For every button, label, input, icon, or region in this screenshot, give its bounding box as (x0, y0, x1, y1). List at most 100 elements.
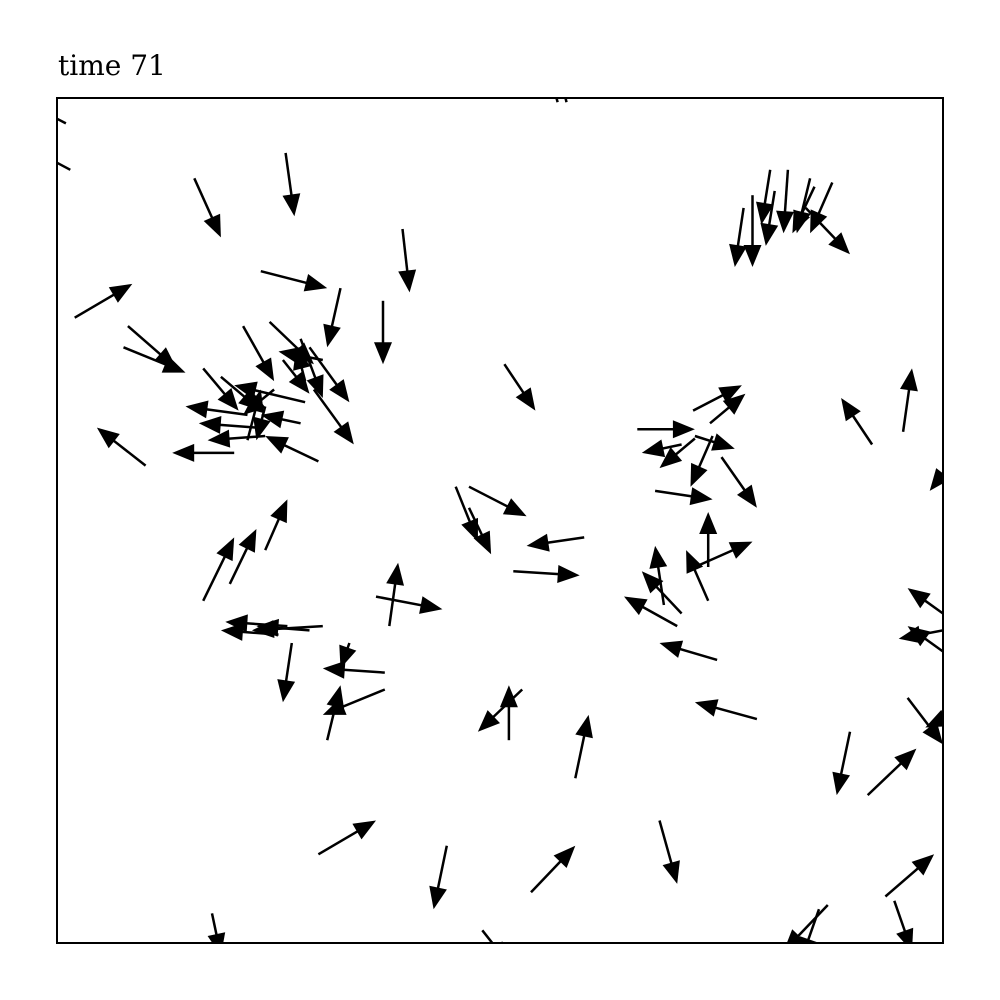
arrow-head (265, 436, 289, 454)
arrow-head (553, 845, 576, 868)
arrow-86 (907, 588, 943, 615)
arrows-layer (17, 98, 943, 943)
arrow-65 (468, 485, 527, 517)
arrow-head (672, 420, 695, 439)
arrow-head (662, 860, 680, 884)
arrow-38 (756, 169, 774, 225)
arrow-72 (375, 595, 443, 614)
arrow-shaft (202, 548, 230, 602)
arrow-94 (317, 820, 376, 856)
arrow-head (624, 596, 648, 616)
arrow-76 (220, 623, 279, 641)
arrow-head (477, 710, 500, 732)
arrow-head (386, 562, 404, 586)
arrow-head (246, 389, 264, 414)
arrow-head (217, 388, 239, 411)
arrow-89 (906, 697, 943, 745)
plot-frame (56, 97, 944, 944)
arrow-head (499, 685, 518, 708)
arrow-head (323, 323, 341, 348)
arrow-head (641, 439, 666, 458)
arrow-9 (323, 287, 342, 348)
arrow-head (575, 714, 593, 739)
arrow-head (270, 499, 288, 524)
arrow-48 (709, 393, 746, 425)
arrow-shaft (513, 569, 567, 576)
arrow-head (659, 447, 683, 469)
arrow-head (898, 625, 922, 644)
arrow-head (288, 370, 310, 394)
arrow-head (659, 640, 684, 658)
arrow-head (686, 550, 704, 574)
arrow-head (907, 588, 931, 609)
arrow-27 (234, 381, 306, 404)
arrow-97 (658, 820, 680, 884)
arrow-head (729, 243, 747, 267)
arrow-102 (893, 900, 914, 943)
arrow-39 (776, 169, 794, 234)
arrow-99 (481, 929, 503, 943)
arrow-59 (686, 550, 710, 602)
arrow-head (238, 529, 257, 553)
arrow-34 (503, 363, 536, 411)
arrow-head (207, 429, 231, 448)
arrow-head (207, 932, 226, 943)
arrow-101 (800, 908, 821, 943)
arrow-shaft (308, 346, 343, 393)
arrow-44 (792, 186, 816, 234)
arrow-60 (641, 571, 683, 615)
arrow-head (473, 530, 492, 555)
arrow-head (911, 854, 935, 876)
arrow-85 (694, 699, 758, 721)
arrow-54 (720, 456, 757, 508)
arrow-head (293, 347, 311, 371)
arrow-93 (884, 854, 935, 898)
chart-title: time 71 (58, 49, 166, 82)
arrow-head (374, 342, 392, 365)
arrow-24 (198, 416, 257, 434)
arrow-90 (925, 709, 943, 728)
arrow-52 (641, 439, 682, 458)
arrow-5 (282, 152, 301, 217)
arrow-head (737, 484, 757, 508)
arrow-head (896, 927, 914, 943)
arrow-head (699, 512, 718, 534)
arrow-head (776, 210, 794, 234)
arrow-head (161, 356, 186, 373)
arrow-55 (654, 487, 713, 506)
arrow-head (17, 98, 41, 116)
arrow-46 (804, 207, 850, 255)
arrow-70 (264, 499, 288, 551)
arrow-98 (207, 913, 226, 943)
arrow-head (419, 596, 443, 614)
arrow-30 (253, 406, 271, 441)
arrow-head (253, 416, 271, 441)
arrow-63 (454, 486, 478, 542)
arrow-head (728, 541, 753, 559)
arrow-6 (398, 228, 417, 293)
arrow-7 (74, 283, 133, 319)
arrow-67 (513, 565, 580, 583)
arrow-92 (866, 748, 917, 797)
arrow-74 (256, 618, 310, 637)
arrow-53 (694, 433, 735, 451)
arrow-shaft (375, 595, 430, 609)
arrow-head (557, 565, 580, 583)
arrow-head (929, 468, 943, 491)
arrow-head (689, 487, 713, 506)
arrow-shaft (260, 269, 315, 287)
arrow-head (828, 232, 850, 255)
arrow-49 (690, 435, 714, 487)
arrow-shaft (57, 161, 71, 171)
arrow-36 (900, 368, 918, 432)
arrow-84 (574, 714, 593, 779)
arrow-15 (299, 338, 324, 398)
arrow-21 (312, 388, 354, 445)
arrow-32 (246, 389, 264, 441)
arrow-head (792, 209, 810, 234)
arrow-head (198, 416, 222, 434)
arrow-head (756, 201, 774, 225)
arrow-16 (308, 346, 350, 403)
arrow-50 (659, 437, 696, 469)
arrow-head (694, 699, 719, 717)
